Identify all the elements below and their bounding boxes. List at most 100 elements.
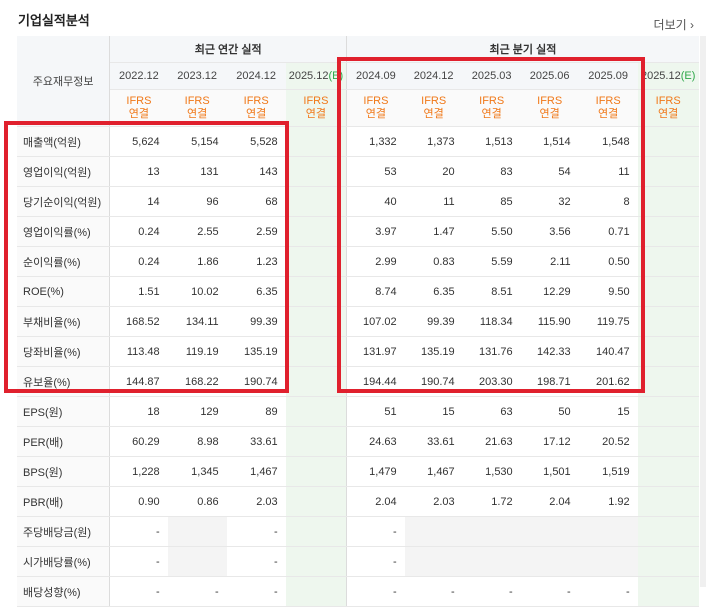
table-row: 부채비율(%) 168.52 134.11 99.39 107.02 99.39 118.3…	[17, 306, 699, 337]
period-header-quarter: 2025.03	[462, 62, 521, 90]
quarter-cell: 1.92	[578, 486, 638, 517]
annual-cell: 129	[167, 396, 227, 427]
annual-cell	[285, 546, 347, 577]
quarter-cell	[637, 156, 699, 187]
annual-cell: 143	[226, 156, 286, 187]
quarter-cell: 3.97	[346, 216, 405, 247]
quarter-cell: 50	[520, 396, 579, 427]
quarter-cell: 12.29	[520, 276, 579, 307]
quarter-cell: 11	[578, 156, 638, 187]
quarter-cell	[637, 306, 699, 337]
row-label: PER(배)	[17, 426, 111, 457]
quarter-cell	[637, 516, 699, 547]
ifrs-badge: IFRS 연결	[346, 89, 405, 127]
period-header-annual: 2025.12(E)	[285, 62, 347, 90]
annual-cell: 0.24	[109, 246, 168, 277]
quarter-cell	[637, 366, 699, 397]
annual-cell: 6.35	[226, 276, 286, 307]
annual-cell: -	[109, 576, 168, 607]
quarter-cell	[637, 246, 699, 277]
annual-cell	[285, 306, 347, 337]
annual-cell: 190.74	[226, 366, 286, 397]
annual-cell	[285, 156, 347, 187]
quarter-cell: 1,467	[404, 456, 463, 487]
quarter-cell: 8	[578, 186, 638, 217]
quarter-cell: 2.99	[346, 246, 405, 277]
annual-cell	[285, 396, 347, 427]
table-row: BPS(원) 1,228 1,345 1,467 1,479 1,467 1,530 1,50…	[17, 456, 699, 487]
annual-cell: 2.03	[226, 486, 286, 517]
annual-cell: 119.19	[167, 336, 227, 367]
annual-cell: 131	[167, 156, 227, 187]
table-row: 매출액(억원) 5,624 5,154 5,528 1,332 1,373 1,513 1,5…	[17, 126, 699, 157]
row-label: EPS(원)	[17, 396, 111, 427]
quarter-cell: 9.50	[578, 276, 638, 307]
more-link[interactable]: 더보기 ›	[653, 18, 694, 32]
quarter-cell: 1.47	[404, 216, 463, 247]
quarter-cell: 3.56	[520, 216, 579, 247]
quarter-cell: 142.33	[520, 336, 579, 367]
quarter-cell	[462, 546, 521, 577]
annual-cell: 113.48	[109, 336, 168, 367]
table-row: PER(배) 60.29 8.98 33.61 24.63 33.61 21.63 17.12…	[17, 426, 699, 457]
quarter-cell: -	[346, 546, 405, 577]
annual-cell: 2.55	[167, 216, 227, 247]
quarter-cell	[637, 186, 699, 217]
annual-cell	[285, 276, 347, 307]
annual-cell: 99.39	[226, 306, 286, 337]
quarter-cell: 1,514	[520, 126, 579, 157]
quarter-cell: 24.63	[346, 426, 405, 457]
ifrs-badge: IFRS 연결	[520, 89, 579, 127]
annual-cell: 1.51	[109, 276, 168, 307]
scroll-edge	[700, 36, 706, 587]
quarter-cell: 119.75	[578, 306, 638, 337]
annual-cell: -	[226, 576, 286, 607]
quarter-cell	[637, 396, 699, 427]
estimate-mark: (E)	[680, 70, 696, 82]
annual-cell: 144.87	[109, 366, 168, 397]
annual-cell: 8.98	[167, 426, 227, 457]
annual-cell: 18	[109, 396, 168, 427]
quarter-cell: 2.03	[404, 486, 463, 517]
quarter-cell: 201.62	[578, 366, 638, 397]
row-label: 배당성향(%)	[17, 576, 111, 607]
section-title: 기업실적분석	[18, 13, 90, 28]
annual-group-header: 최근 연간 실적	[109, 36, 347, 63]
table-row: 영업이익률(%) 0.24 2.55 2.59 3.97 1.47 5.50 3.56 0.71	[17, 216, 699, 247]
quarter-cell: 190.74	[404, 366, 463, 397]
quarter-cell: 32	[520, 186, 579, 217]
quarter-cell: 99.39	[404, 306, 463, 337]
quarter-cell: 1,548	[578, 126, 638, 157]
quarter-cell: 2.04	[520, 486, 579, 517]
quarter-cell: 6.35	[404, 276, 463, 307]
annual-cell	[285, 366, 347, 397]
annual-cell: 1,228	[109, 456, 168, 487]
annual-cell: 1.86	[167, 246, 227, 277]
quarter-cell: 83	[462, 156, 521, 187]
quarter-cell: 194.44	[346, 366, 405, 397]
quarter-cell	[637, 216, 699, 247]
annual-cell	[167, 516, 227, 547]
quarter-cell: 85	[462, 186, 521, 217]
row-label: 영업이익률(%)	[17, 216, 111, 247]
table-row: 유보율(%) 144.87 168.22 190.74 194.44 190.74 203.…	[17, 366, 699, 397]
quarter-cell: -	[404, 576, 463, 607]
annual-cell: 134.11	[167, 306, 227, 337]
table-row: 당좌비율(%) 113.48 119.19 135.19 131.97 135.19 131…	[17, 336, 699, 367]
period-header-annual: 2023.12	[167, 62, 227, 90]
quarter-cell: 20	[404, 156, 463, 187]
quarter-cell: 8.51	[462, 276, 521, 307]
annual-cell: 96	[167, 186, 227, 217]
table-row: ROE(%) 1.51 10.02 6.35 8.74 6.35 8.51 12.29 9.50	[17, 276, 699, 307]
quarter-cell: 0.83	[404, 246, 463, 277]
period-header-quarter: 2025.09	[578, 62, 638, 90]
quarter-cell: 131.76	[462, 336, 521, 367]
quarter-cell	[637, 486, 699, 517]
quarter-cell: 51	[346, 396, 405, 427]
quarter-group-header: 최근 분기 실적	[346, 36, 699, 63]
period-header-annual: 2024.12	[226, 62, 286, 90]
row-label: 당기순이익(억원)	[17, 186, 111, 217]
quarter-cell: 1,501	[520, 456, 579, 487]
annual-cell	[285, 486, 347, 517]
annual-cell: -	[226, 516, 286, 547]
